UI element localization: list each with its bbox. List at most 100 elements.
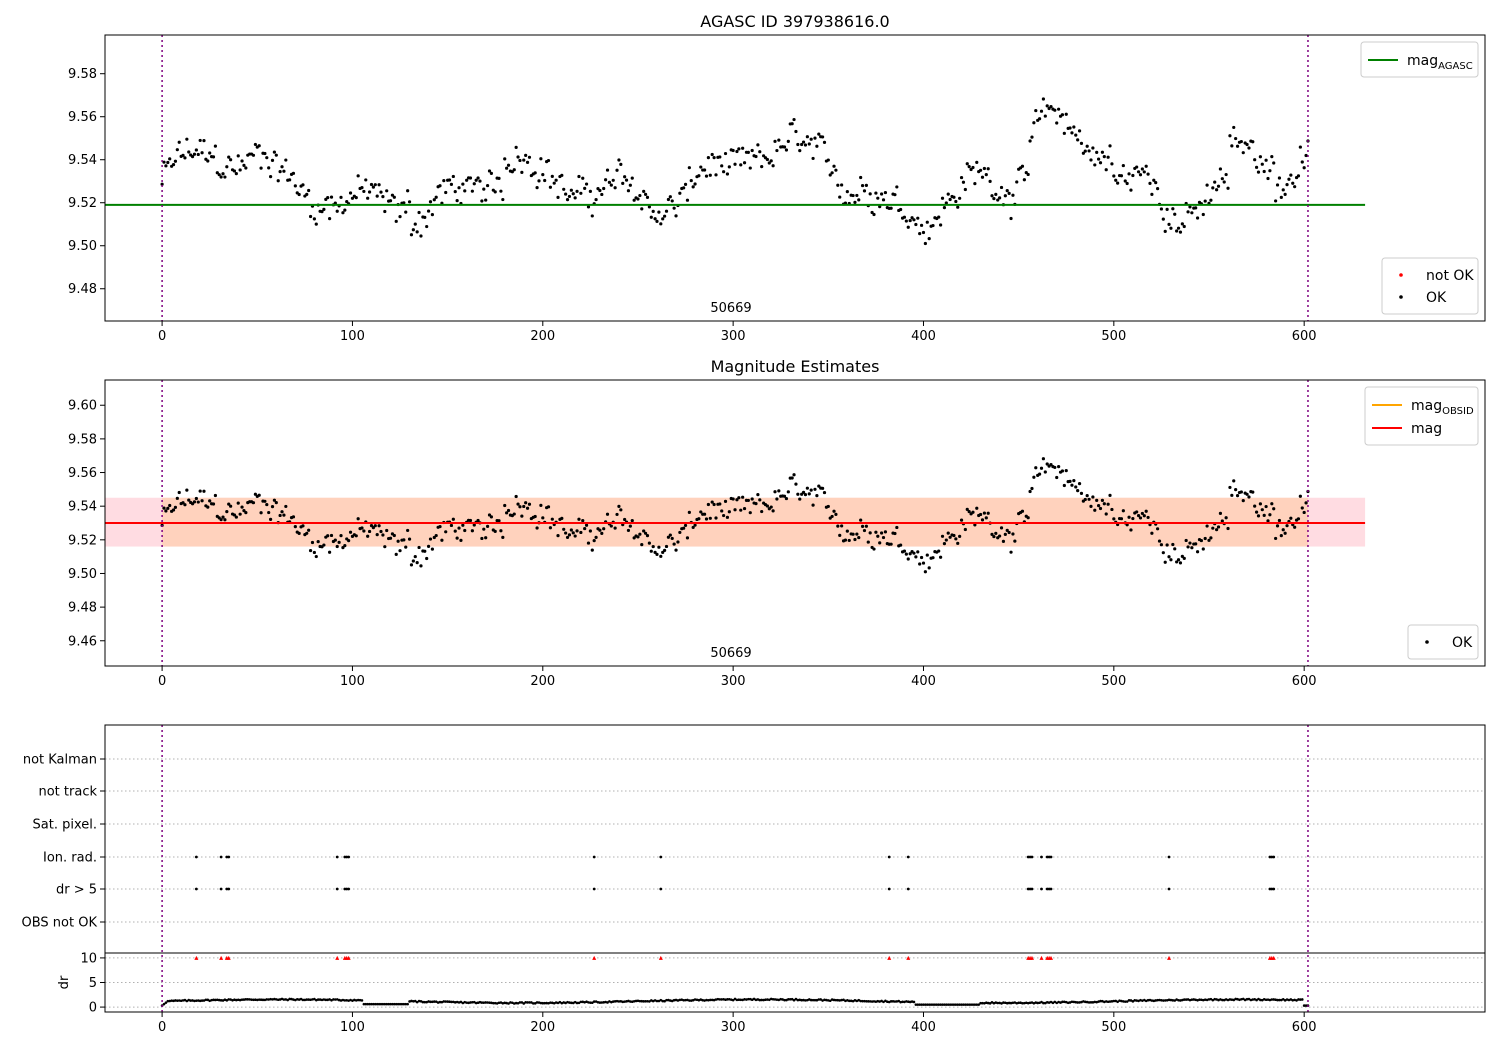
p2-point [577,517,581,521]
p2-point [284,504,288,509]
p1-point [1195,216,1200,220]
p1-point [1230,144,1234,148]
p2-point [809,488,813,492]
p1-legend-label: OK [1426,290,1447,306]
p2-point [533,514,537,519]
p1-point [537,179,541,183]
p1-point [573,196,577,200]
dr-point [1150,999,1154,1002]
dr-point [383,1002,387,1006]
p1-point [1156,187,1160,191]
p2-point [1102,502,1106,506]
dr-point [642,1000,645,1003]
p1-point [1022,178,1026,182]
p1-point [1283,192,1287,196]
dr-point [265,998,269,1001]
p2-point [741,495,745,499]
p1-point [706,155,710,160]
p1-point [773,139,777,143]
p1-point [800,142,804,147]
p2-point [685,536,690,540]
dr-point [1190,998,1194,1001]
dr-point [368,1002,371,1006]
p2-xtick-label: 0 [158,674,166,689]
dr-point [787,998,790,1001]
dr-point [665,998,668,1002]
p1-point [689,178,693,183]
p2-point [514,494,518,499]
p1-point [381,195,385,199]
p1-point [581,176,585,180]
dr-point [705,998,708,1002]
p1-point [725,172,730,176]
p1-point [1074,133,1078,137]
p1-point [1087,149,1091,153]
p2-point [737,496,741,500]
p2-point [1207,538,1211,542]
dr-point [964,1003,967,1006]
p1-point [855,193,859,198]
p2-point [348,530,353,534]
dr-point [1133,999,1137,1002]
p1-point [520,170,524,174]
p2-point [211,502,216,506]
p2-point [832,509,836,513]
flag-point [335,855,339,859]
p1-point [1274,199,1278,203]
p2-point [826,504,830,509]
p1-legend-label: not OK [1426,268,1474,284]
p1-point [775,148,779,153]
p1-point [712,156,716,160]
p2-point [836,524,840,528]
dr-point [842,998,845,1002]
p3-xtick-label: 100 [340,1020,365,1035]
p1-point [541,173,545,177]
p1-point [982,166,986,171]
p1-point [225,165,229,169]
p1-point [485,183,490,188]
p1-point [556,195,560,199]
p1-point [407,200,412,204]
p1-point [988,179,992,183]
p2-point [377,524,381,528]
p2-point [999,526,1004,530]
p2-point [1226,526,1230,531]
p2-point [925,553,929,557]
p2-point [1140,511,1144,516]
p1-point [278,169,282,174]
p1-point [1028,139,1032,143]
p2-point [640,543,644,547]
p2-point [1266,519,1270,523]
magnitude-panel: Magnitude Estimates 9.46 9.48 9.50 9.52 9.54… [68,357,1486,689]
dr-point [931,1003,935,1006]
p2-point [1156,527,1160,531]
p2-xtick-label: 500 [1101,674,1126,689]
p1-point [796,142,800,147]
p2-point [1254,510,1259,514]
p2-point [1049,463,1053,467]
p2-point [347,539,351,543]
p2-point [232,513,237,517]
dr-point [313,997,316,1001]
p1-point [1062,131,1066,135]
dr-point [1299,998,1302,1001]
p1-point [345,199,349,204]
p2-point [630,518,634,523]
dr-point [531,1002,535,1005]
p2-point [878,541,882,545]
dr-point [948,1003,952,1006]
p2-point [581,519,585,523]
p1-point [499,189,503,193]
p1-point [1194,206,1198,210]
p1-point [497,176,501,180]
p2-point [1302,510,1306,515]
p1-point [308,214,313,219]
p2-point [253,492,257,496]
p2-point [965,507,969,511]
p2-point [973,523,977,527]
p1-point [969,167,973,172]
dr-point [1040,1000,1043,1004]
p1-point [605,168,610,172]
p1-point [1136,170,1141,174]
p1-point [449,182,454,186]
